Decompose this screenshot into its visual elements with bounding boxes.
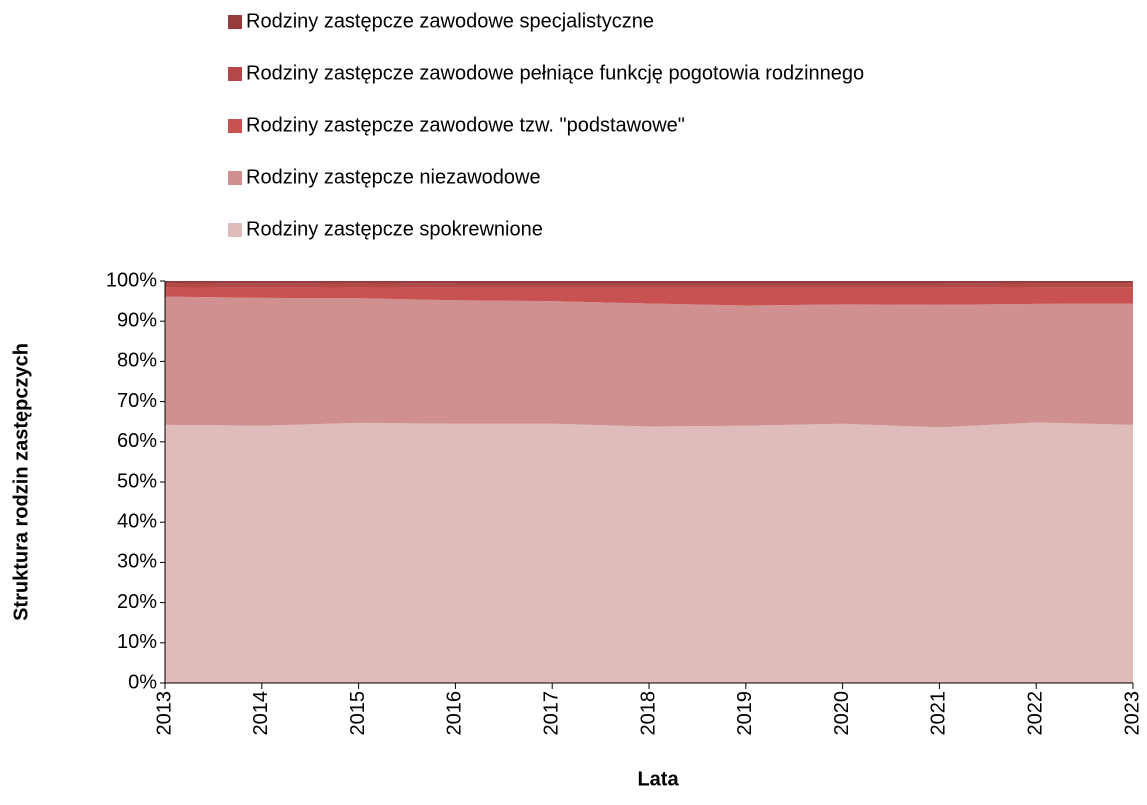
legend-label: Rodziny zastępcze spokrewnione — [246, 218, 543, 240]
x-tick-label: 2018 — [637, 691, 659, 736]
y-tick-label: 20% — [117, 591, 157, 613]
x-tick-label: 2015 — [347, 691, 369, 736]
y-tick-label: 80% — [117, 350, 157, 372]
y-axis-title: Struktura rodzin zastępczych — [10, 343, 32, 621]
area — [165, 296, 1133, 428]
area — [165, 287, 1133, 306]
x-tick-label: 2016 — [444, 691, 466, 736]
y-tick-label: 40% — [117, 510, 157, 532]
x-tick-label: 2020 — [831, 691, 853, 736]
x-tick-label: 2019 — [734, 691, 756, 736]
area — [165, 283, 1133, 288]
y-tick-label: 60% — [117, 430, 157, 452]
legend-label: Rodziny zastępcze zawodowe pełniące funk… — [246, 62, 864, 84]
legend-label: Rodziny zastępcze zawodowe tzw. "podstaw… — [246, 114, 685, 136]
legend-swatch — [228, 15, 242, 29]
x-tick-label: 2014 — [250, 691, 272, 736]
legend-swatch — [228, 119, 242, 133]
y-tick-label: 10% — [117, 631, 157, 653]
y-tick-label: 100% — [106, 269, 157, 291]
y-tick-label: 30% — [117, 551, 157, 573]
y-tick-label: 90% — [117, 309, 157, 331]
x-tick-label: 2021 — [928, 691, 950, 736]
legend-label: Rodziny zastępcze niezawodowe — [246, 166, 541, 188]
area — [165, 281, 1133, 284]
legend-swatch — [228, 223, 242, 237]
y-tick-label: 70% — [117, 390, 157, 412]
x-axis-title: Lata — [637, 768, 679, 790]
legend-swatch — [228, 171, 242, 185]
y-tick-label: 50% — [117, 470, 157, 492]
legend-swatch — [228, 67, 242, 81]
area — [165, 422, 1133, 683]
x-tick-label: 2023 — [1121, 691, 1143, 736]
x-tick-label: 2013 — [153, 691, 175, 736]
y-tick-label: 0% — [128, 671, 157, 693]
x-tick-label: 2022 — [1024, 691, 1046, 736]
x-tick-label: 2017 — [540, 691, 562, 736]
legend-label: Rodziny zastępcze zawodowe specjalistycz… — [246, 10, 654, 32]
